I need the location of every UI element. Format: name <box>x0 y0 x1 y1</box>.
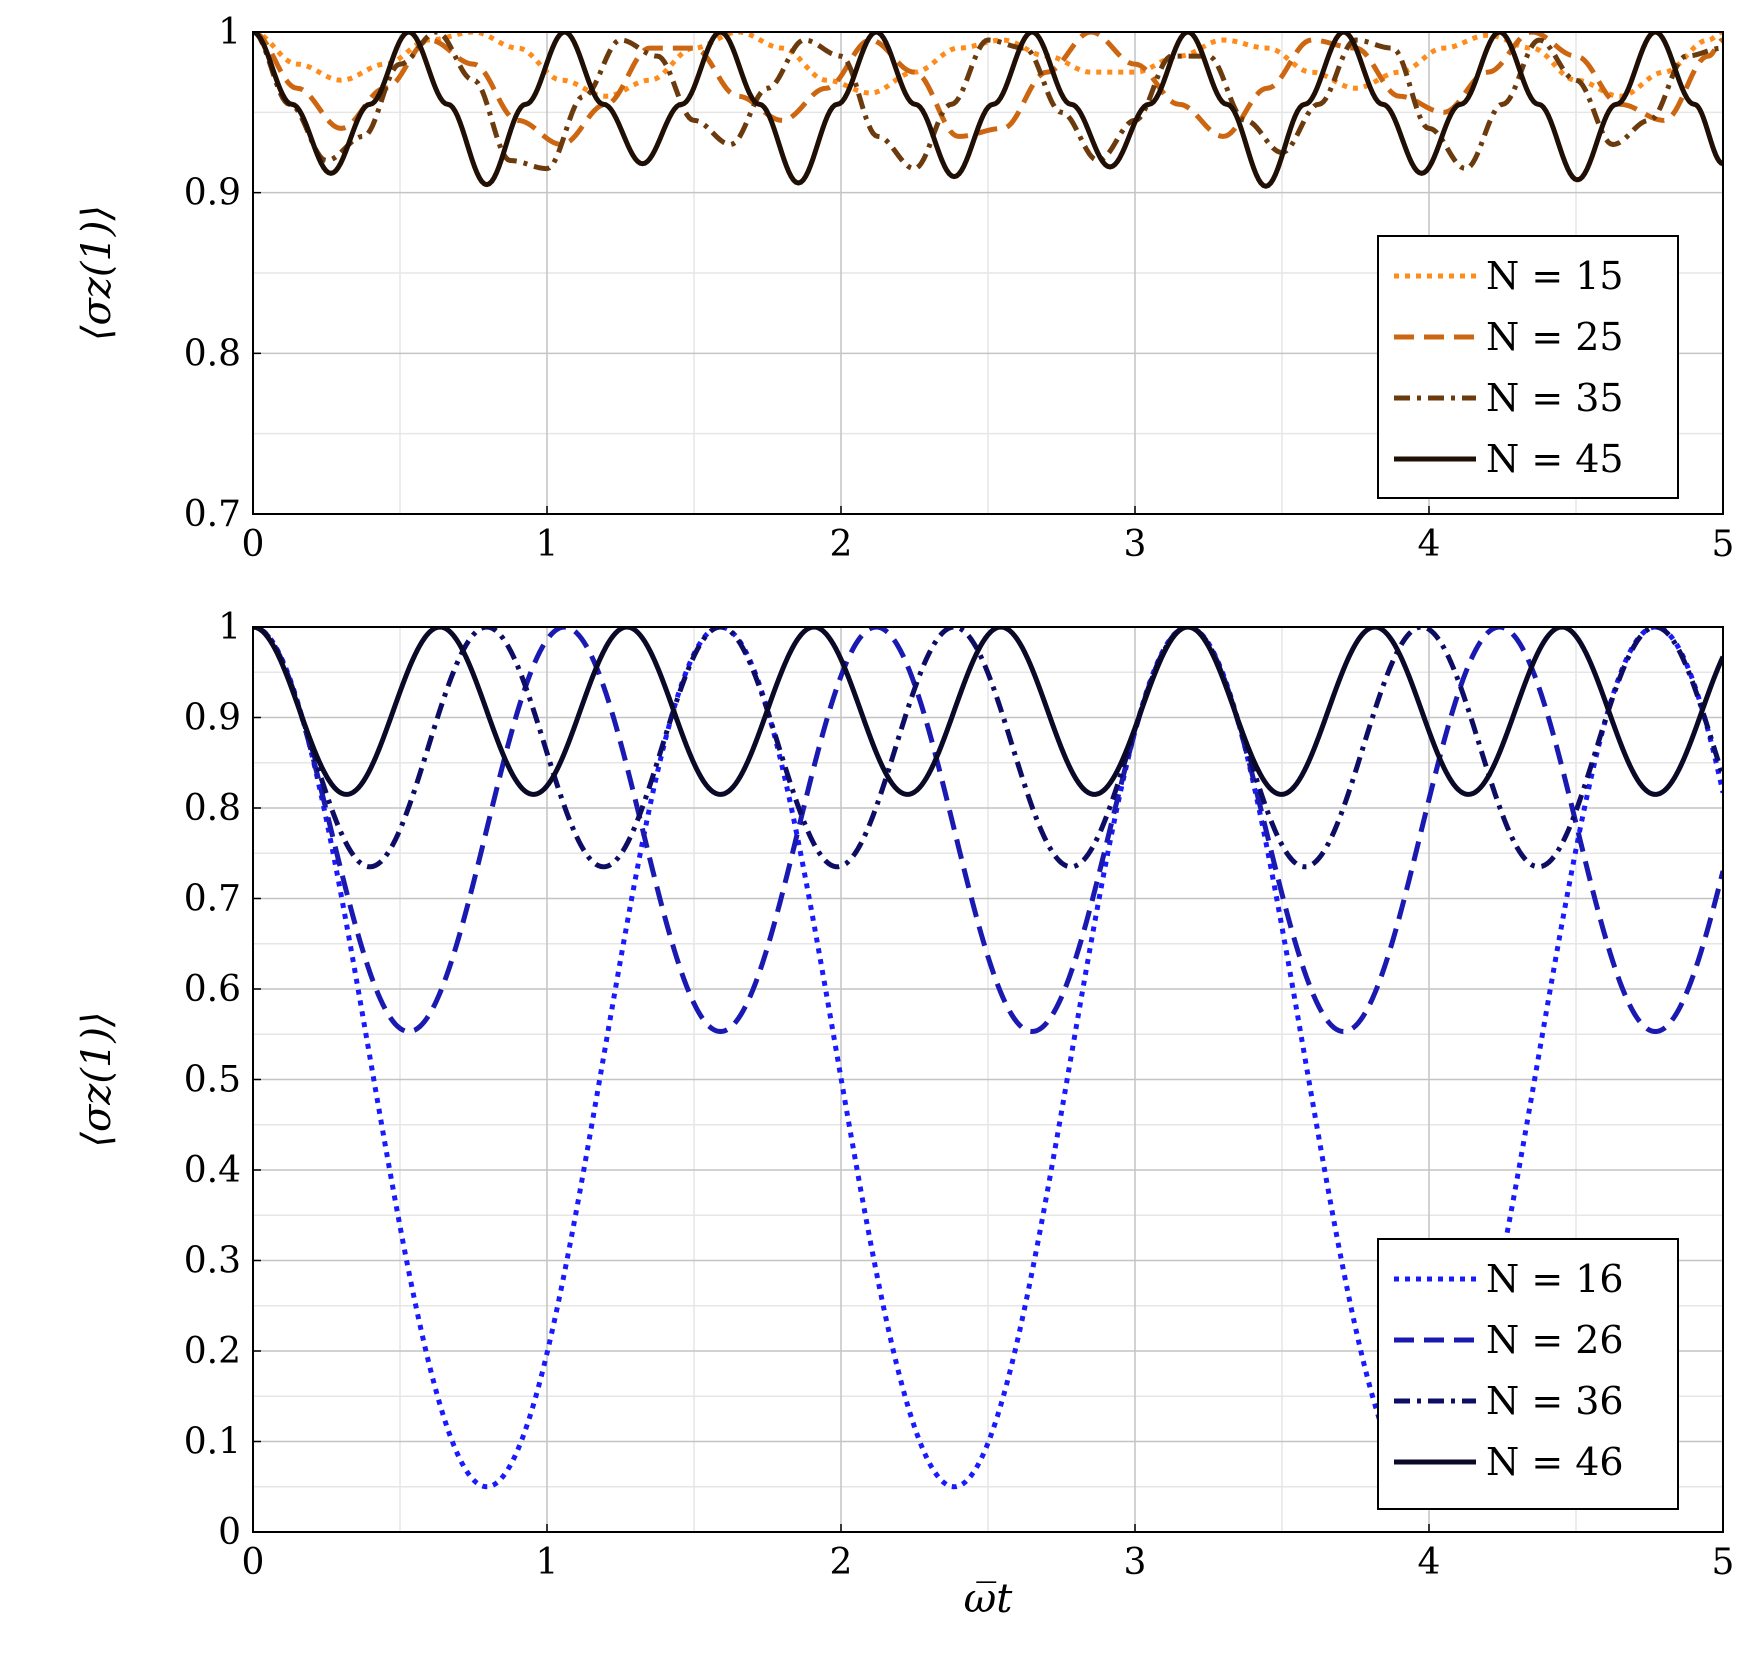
legend-label: N = 26 <box>1486 1318 1624 1362</box>
y-tick-label: 0.6 <box>184 969 241 1010</box>
y-tick-label: 0.7 <box>184 879 241 920</box>
x-tick-label: 1 <box>536 524 559 565</box>
x-tick-label: 4 <box>1418 1542 1441 1583</box>
y-tick-label: 0.3 <box>184 1241 241 1282</box>
y-tick-label: 0.7 <box>184 494 241 535</box>
legend-label: N = 25 <box>1486 315 1624 359</box>
series-line-n25 <box>253 32 1723 147</box>
y-axis-title-bottom: ⟨σz(1)⟩ <box>74 1011 120 1147</box>
x-axis-title-bottom: ω̅t <box>964 1576 1014 1622</box>
chart-bottom: 0 1 2 3 4 5 0 0.1 0.2 0.3 0.4 0.5 0.6 0.7 0.8 0.9 1 ⟨σz(… <box>74 607 1734 1622</box>
x-tick-label: 0 <box>242 524 265 565</box>
x-tick-label: 0 <box>242 1542 265 1583</box>
x-tick-label: 1 <box>536 1542 559 1583</box>
legend-box <box>1377 235 1679 499</box>
legend-label: N = 15 <box>1486 254 1624 298</box>
x-tick-label: 3 <box>1124 1542 1147 1583</box>
x-tick-label: 2 <box>830 524 853 565</box>
series-line-n45 <box>253 32 1723 189</box>
y-tick-label: 0.5 <box>184 1060 241 1101</box>
y-tick-label: 0.2 <box>184 1331 241 1372</box>
chart-top: 0 1 2 3 4 50.70.80.91 ⟨σz(1)⟩ N = 15N = 25N =… <box>74 12 1734 565</box>
series-line-n46 <box>253 627 1723 797</box>
legend-top: N = 15 N = 25 N = 35 N = 45 <box>1377 235 1679 499</box>
x-tick-label: 4 <box>1418 524 1441 565</box>
y-axis-title-top: ⟨σz(1)⟩ <box>74 205 120 341</box>
y-tick-label: 1 <box>218 12 241 53</box>
series-line-n15 <box>253 32 1723 99</box>
x-tick-label: 2 <box>830 1542 853 1583</box>
series-line-n26 <box>253 627 1723 1035</box>
y-tick-label: 1 <box>218 607 241 648</box>
y-tick-label: 0.8 <box>184 788 241 829</box>
legend-label: N = 45 <box>1486 437 1624 481</box>
legend-label: N = 16 <box>1486 1257 1624 1301</box>
series-line-n36 <box>253 627 1723 870</box>
legend-label: N = 46 <box>1486 1440 1624 1484</box>
plot-frame-top <box>252 31 1724 515</box>
series-layer-top <box>253 32 1723 189</box>
legend-label: N = 36 <box>1486 1379 1624 1423</box>
x-tick-label: 5 <box>1712 1542 1735 1583</box>
tick-layer-top: 0 1 2 3 4 5 0.7 0.8 0.9 1 <box>184 12 1735 565</box>
x-tick-label: 3 <box>1124 524 1147 565</box>
y-tick-label: 0.1 <box>184 1422 241 1463</box>
x-tick-label: 5 <box>1712 524 1735 565</box>
tick-layer-bottom: 0 1 2 3 4 5 0 0.1 0.2 0.3 0.4 0.5 0.6 0.7 0.8 0.9 1 <box>184 607 1735 1583</box>
legend-bottom: N = 16 N = 26 N = 36 N = 46 <box>1377 1238 1679 1510</box>
y-tick-label: 0.4 <box>184 1150 241 1191</box>
y-tick-label: 0 <box>218 1512 241 1553</box>
legend-label: N = 35 <box>1486 376 1624 420</box>
y-tick-label: 0.9 <box>184 698 241 739</box>
series-line-n35 <box>253 32 1723 172</box>
y-tick-label: 0.8 <box>184 333 241 374</box>
y-tick-label: 0.9 <box>184 173 241 214</box>
